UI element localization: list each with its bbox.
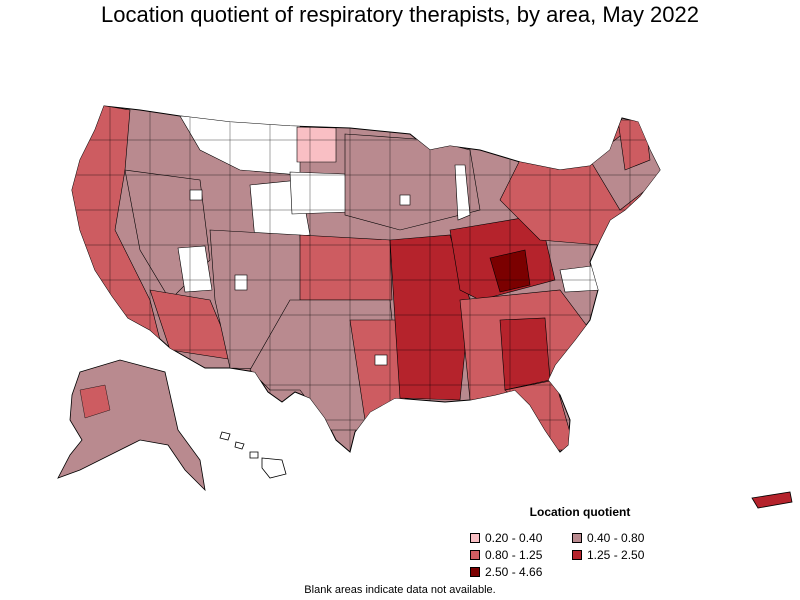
blank-areas-note: Blank areas indicate data not available.: [304, 584, 496, 596]
hawaii: [219, 431, 287, 479]
legend-label: 0.80 - 1.25: [485, 548, 543, 562]
legend-swatch: [572, 533, 582, 543]
alaska: [57, 359, 206, 492]
legend-swatch: [470, 533, 480, 543]
map-title: Location quotient of respiratory therapi…: [100, 2, 699, 27]
legend-item-2: 0.80 - 1.25: [470, 548, 572, 562]
legend-swatch: [572, 550, 582, 560]
legend-label: 2.50 - 4.66: [485, 565, 543, 579]
legend-item-1: 0.40 - 0.80: [572, 531, 682, 545]
blank-mid-atlantic: [559, 264, 601, 293]
legend-label: 0.20 - 0.40: [485, 531, 543, 545]
region-georgia: [499, 317, 551, 391]
alaska-south: [79, 384, 111, 419]
blank-spot: [399, 194, 411, 206]
region-plains: [299, 234, 393, 301]
legend-item-4: 2.50 - 4.66: [470, 565, 572, 579]
map-legend: Location quotient 0.20 - 0.40 0.40 - 0.8…: [470, 505, 690, 579]
puerto-rico: [751, 491, 793, 509]
blank-spot: [234, 274, 248, 291]
legend-label: 0.40 - 0.80: [587, 531, 645, 545]
contiguous-us: [71, 105, 661, 453]
legend-item-3: 1.25 - 2.50: [572, 548, 682, 562]
legend-item-0: 0.20 - 0.40: [470, 531, 572, 545]
blank-spot: [189, 189, 203, 201]
blank-dakota: [289, 171, 349, 215]
legend-swatch: [470, 567, 480, 577]
blank-utah: [177, 245, 213, 293]
legend-title: Location quotient: [529, 505, 631, 519]
region-florida: [504, 379, 576, 451]
pink-north-dakota: [296, 126, 337, 163]
blank-spot: [374, 354, 388, 366]
legend-swatch: [470, 550, 480, 560]
legend-grid: 0.20 - 0.40 0.40 - 0.80 0.80 - 1.25 1.25…: [470, 531, 690, 579]
legend-label: 1.25 - 2.50: [587, 548, 645, 562]
